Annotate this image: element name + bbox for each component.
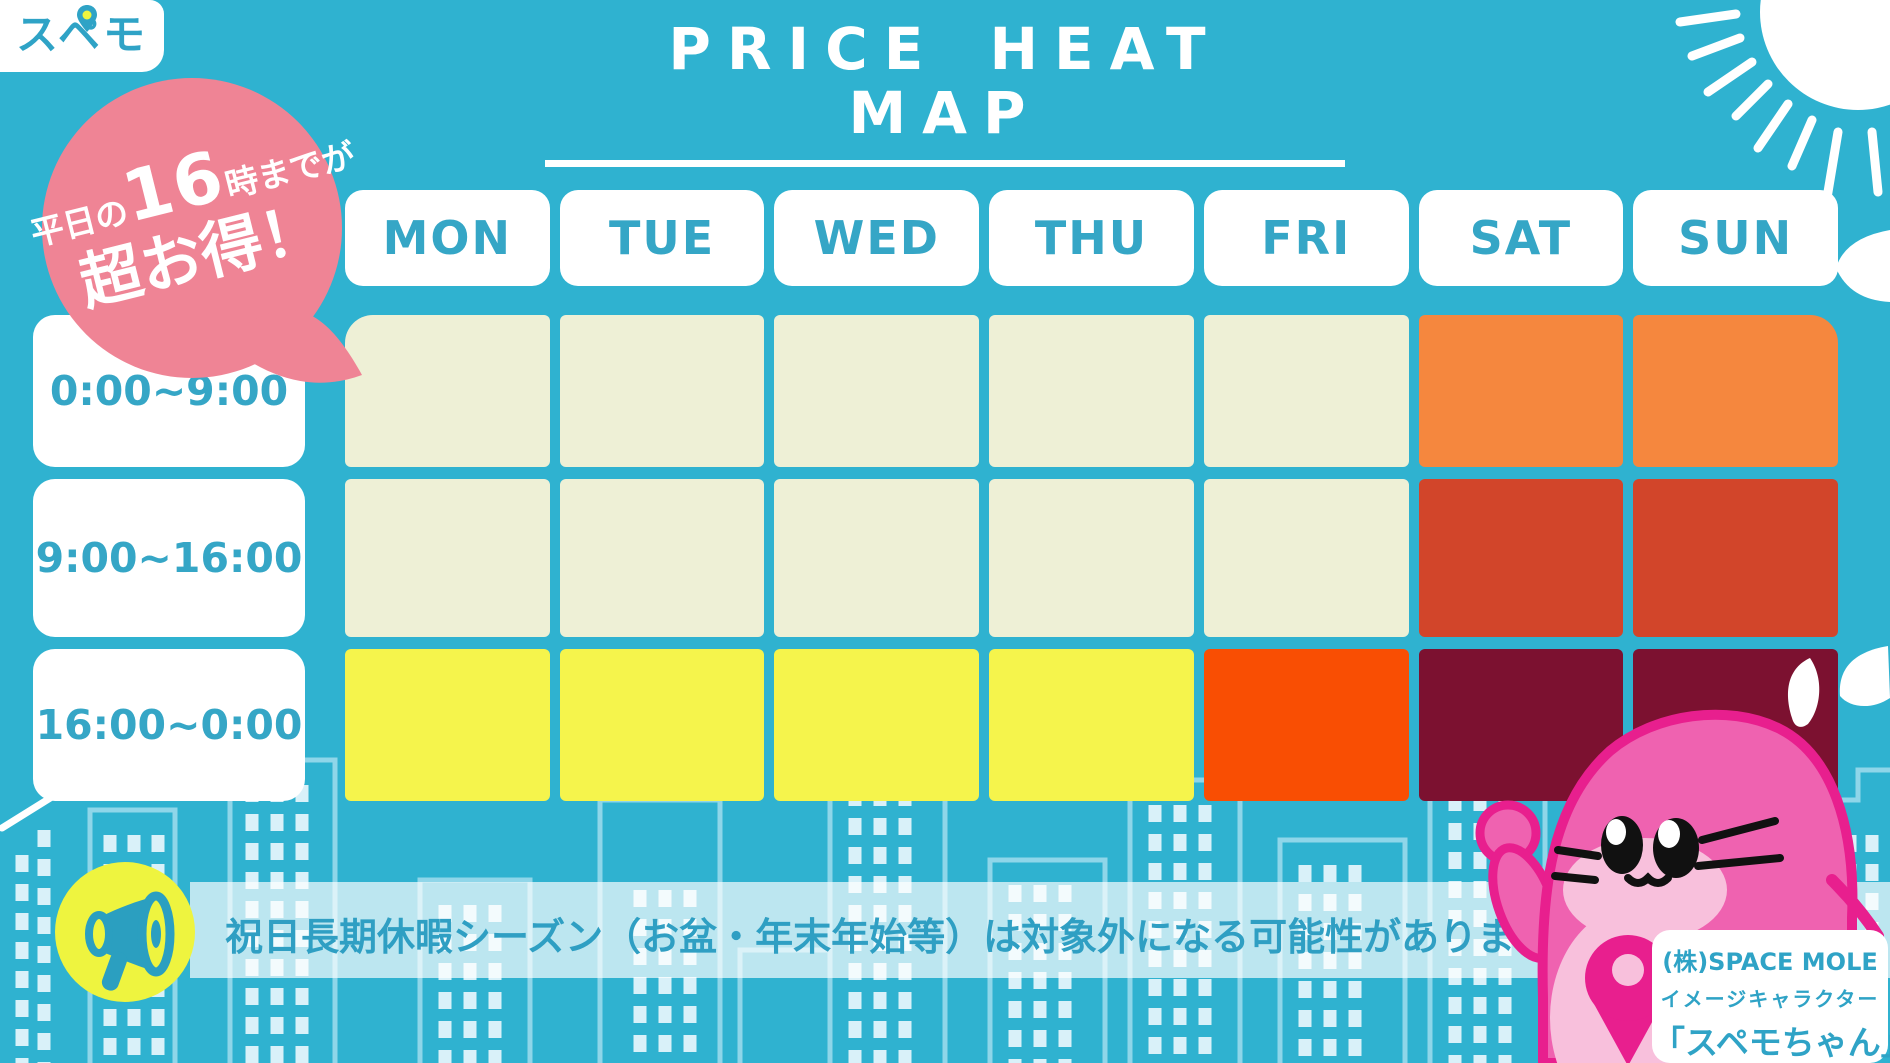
day-header-tue: TUE [559,190,765,286]
day-header-mon: MON [345,190,550,286]
day-header-row: MON TUE WED THU FRI SAT SUN [345,190,1838,286]
day-header-sat: SAT [1418,190,1624,286]
day-header-fri: FRI [1203,190,1409,286]
company-name: (株)SPACE MOLE [1662,948,1878,976]
location-pin-icon [77,5,97,32]
heatmap-cell-mon-row0 [345,315,550,467]
heatmap-cell-sun-row1 [1633,479,1838,637]
cloud-icon [1836,230,1890,302]
speech-bubble-shape [42,78,362,383]
heatmap-cell-thu-row0 [989,315,1194,467]
megaphone-icon [55,862,195,1002]
mascot-credit-card: (株)SPACE MOLE イメージキャラクター 「スペモちゃん」 [1652,930,1890,1063]
day-header-wed: WED [774,190,980,286]
heatmap-cell-thu-row1 [989,479,1194,637]
sweat-drop-icon [1839,646,1890,707]
heatmap-cell-fri-row1 [1203,479,1409,637]
mascot-whiskers [1551,817,1784,887]
heatmap-cell-wed-row1 [774,479,980,637]
heatmap-cell-sat-row0 [1418,315,1624,467]
heatmap-cell-tue-row2 [559,649,765,801]
heatmap-cell-sat-row1 [1418,479,1624,637]
day-header-thu: THU [989,190,1194,286]
logo-badge: スペモ [0,0,164,72]
time-slot-label-1: 9:00~16:00 [33,479,305,637]
notice-text: 祝日長期休暇シーズン（お盆・年末年始等）は対象外になる可能性があります。 [225,915,1588,959]
heatmap-cell-tue-row1 [559,479,765,637]
heatmap-cell-fri-row0 [1203,315,1409,467]
heatmap-cell-mon-row2 [345,649,550,801]
heatmap-cell-thu-row2 [989,649,1194,801]
mascot-name: 「スペモちゃん」 [1652,1023,1890,1062]
heatmap-cell-tue-row0 [559,315,765,467]
time-slot-label-2: 16:00~0:00 [33,649,305,801]
page-title-wrap: PRICE HEAT MAP [545,17,1345,167]
heatmap-cell-wed-row2 [774,649,980,801]
heatmap-cell-mon-row1 [345,479,550,637]
promo-bubble: 平日の16時までが 超お得！ [10,55,400,415]
day-header-sun: SUN [1633,190,1838,286]
sweat-drop-icon [1788,658,1820,727]
mascot-role: イメージキャラクター [1660,987,1880,1011]
heatmap-cell-wed-row0 [774,315,980,467]
page-title: PRICE HEAT MAP [545,17,1345,167]
heatmap-cell-sun-row0 [1633,315,1838,467]
heatmap-cell-fri-row2 [1203,649,1409,801]
